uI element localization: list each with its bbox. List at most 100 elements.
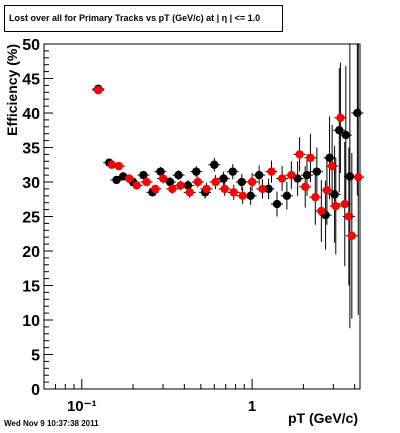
data-point [276, 166, 289, 191]
marker [158, 174, 168, 183]
marker [168, 184, 177, 194]
plot-frame [43, 43, 361, 390]
y-tick-label: 0 [31, 382, 40, 399]
data-point [191, 176, 204, 188]
data-point [291, 161, 304, 196]
marker [354, 172, 363, 182]
marker [301, 182, 310, 192]
data-point [352, 44, 365, 316]
data-point [320, 155, 333, 225]
marker [132, 181, 141, 190]
marker [282, 191, 292, 200]
data-point [280, 182, 293, 210]
marker [254, 170, 264, 180]
marker [107, 160, 116, 169]
y-tick-label: 20 [22, 244, 40, 261]
marker [247, 177, 257, 187]
y-tick-label: 15 [22, 279, 40, 296]
marker [193, 177, 203, 187]
data-point [227, 184, 240, 200]
data-point [190, 166, 203, 178]
marker [114, 161, 124, 171]
data-point [130, 181, 143, 190]
data-point [200, 182, 213, 196]
data-point [123, 174, 136, 183]
marker [228, 167, 237, 176]
data-point [304, 133, 317, 182]
marker [327, 161, 337, 171]
marker [344, 212, 354, 221]
y-tick-label: 30 [22, 175, 40, 192]
marker [112, 175, 121, 185]
marker [345, 172, 355, 181]
marker [340, 199, 349, 209]
marker [322, 186, 332, 195]
x-tick-label: 1 [248, 398, 256, 415]
data-point [285, 161, 298, 189]
data-point [342, 147, 355, 286]
data-point [253, 165, 266, 185]
marker [311, 192, 320, 202]
marker [335, 126, 344, 135]
data-point [265, 160, 278, 183]
data-point [137, 170, 150, 180]
marker [246, 191, 255, 200]
data-point [157, 173, 170, 184]
marker [94, 86, 103, 95]
marker [220, 184, 229, 194]
y-tick-label: 35 [22, 141, 40, 158]
data-point [326, 124, 339, 208]
marker [202, 184, 211, 194]
x-tick-label: 10⁻¹ [67, 398, 97, 415]
data-point [293, 137, 306, 172]
data-point [256, 179, 269, 199]
marker [139, 170, 148, 180]
data-point [226, 164, 239, 180]
data-point [183, 186, 196, 198]
marker [125, 174, 134, 183]
marker [258, 184, 267, 194]
marker [331, 201, 340, 211]
data-point [246, 173, 259, 191]
data-points [92, 44, 365, 329]
data-point [140, 177, 153, 187]
marker [302, 170, 312, 180]
marker [174, 170, 183, 180]
marker [293, 174, 302, 183]
y-tick-label: 25 [22, 210, 40, 227]
data-point [92, 86, 105, 95]
data-point [310, 147, 323, 196]
y-tick-label: 40 [22, 106, 40, 123]
marker [347, 231, 357, 241]
y-tick-label: 10 [22, 313, 40, 330]
marker [211, 177, 220, 187]
data-point [309, 169, 322, 225]
y-axis-ticks: 0 5 10 15 20 25 30 35 40 45 50 [22, 37, 53, 399]
x-axis-label: pT (GeV/c) [288, 410, 358, 426]
marker [151, 184, 160, 194]
marker [287, 170, 296, 180]
data-point [334, 62, 347, 174]
data-point [217, 171, 230, 186]
marker [210, 160, 219, 169]
marker [185, 188, 194, 197]
y-tick-label: 5 [31, 348, 40, 365]
marker [192, 167, 201, 176]
data-point [339, 66, 352, 205]
x-axis-ticks: 10⁻¹ 1 [43, 379, 356, 415]
data-point [235, 173, 248, 191]
data-point [149, 184, 162, 194]
marker [295, 150, 304, 159]
data-point [236, 187, 249, 205]
y-tick-label: 50 [22, 37, 40, 54]
data-point [218, 182, 231, 196]
data-point [270, 191, 283, 217]
data-point [351, 44, 364, 196]
data-point [112, 161, 125, 171]
marker [277, 174, 287, 183]
data-point [172, 170, 185, 180]
data-point [209, 175, 222, 189]
data-point [345, 153, 358, 319]
data-point [166, 184, 179, 194]
